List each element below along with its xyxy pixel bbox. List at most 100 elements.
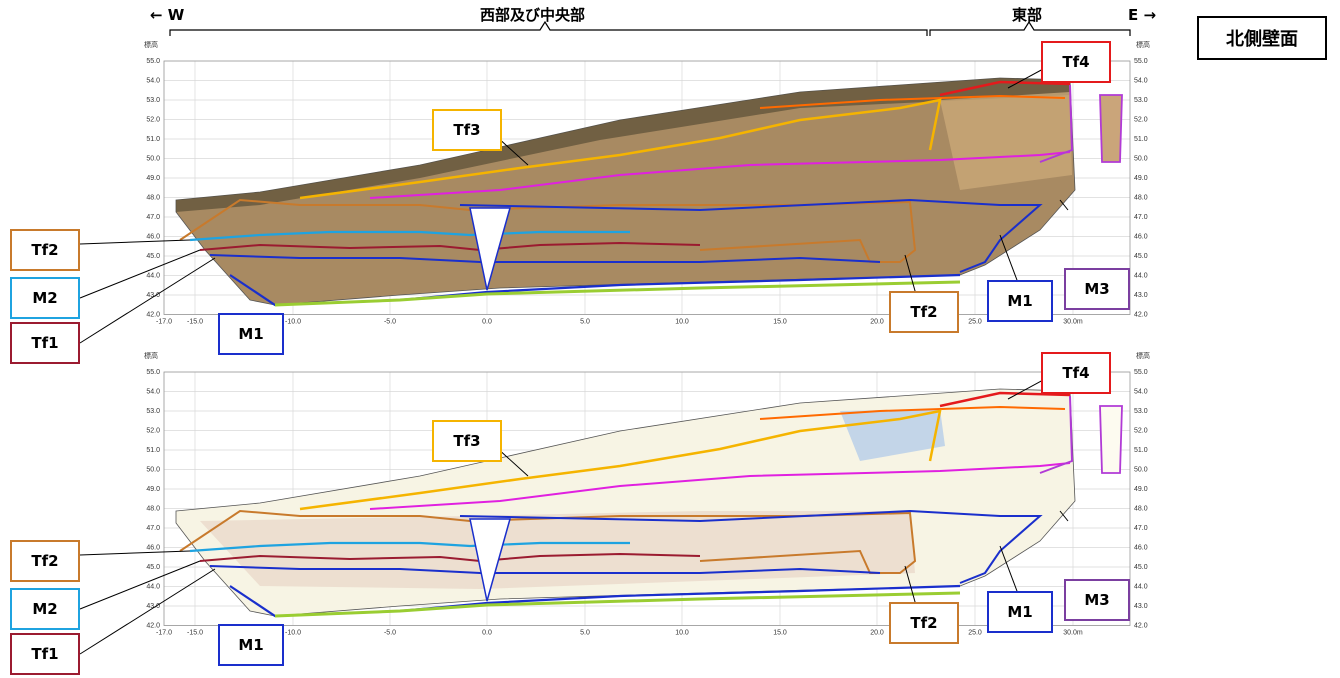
west-brace [169, 20, 928, 36]
y-tick-label-left: 44.0 [146, 584, 160, 591]
leader-line [999, 234, 1021, 289]
y-tick-label-right: 48.0 [1134, 506, 1148, 513]
y-tick-label-left: 43.0 [146, 292, 160, 299]
y-tick-label-right: 55.0 [1134, 369, 1148, 376]
y-tick-label-right: 44.0 [1134, 584, 1148, 591]
x-tick-label: 20.0 [870, 630, 884, 637]
x-tick-label: 0.0 [482, 319, 492, 326]
y-tick-label-left: 43.0 [146, 603, 160, 610]
label-m3: M3 [1064, 268, 1130, 310]
east-arrow-label: E → [1128, 6, 1157, 24]
y-tick-label-left: 51.0 [146, 136, 160, 143]
tf4-line [939, 391, 1071, 408]
y-tick-label-right: 42.0 [1134, 312, 1148, 319]
x-tick-label: -17.0 [156, 319, 172, 326]
label-m2: M2 [10, 277, 80, 319]
y-tick-label-right: 45.0 [1134, 253, 1148, 260]
y-tick-label-left: 42.0 [146, 312, 160, 319]
m2-line [189, 230, 630, 242]
plot-frame [163, 371, 1131, 626]
base-green-line [274, 591, 961, 618]
y-tick-label-left: 45.0 [146, 253, 160, 260]
m3-line [369, 462, 1071, 510]
x-tick-label: 5.0 [580, 319, 590, 326]
label-tf3: Tf3 [432, 109, 502, 151]
y-unit-label-left: 標高 [144, 40, 158, 49]
y-tick-label-right: 52.0 [1134, 428, 1148, 435]
y-tick-label-left: 48.0 [146, 506, 160, 513]
m3-pillar [1099, 405, 1123, 474]
tf1-line [199, 552, 701, 563]
m3-east-line [1039, 84, 1074, 163]
y-tick-label-left: 55.0 [146, 369, 160, 376]
y-tick-label-right: 43.0 [1134, 603, 1148, 610]
plot-frame [163, 60, 1131, 315]
y-tick-label-left: 49.0 [146, 486, 160, 493]
m1-upper-line [209, 565, 881, 574]
y-tick-label-left: 52.0 [146, 117, 160, 124]
x-tick-label: 15.0 [773, 319, 787, 326]
y-tick-label-right: 50.0 [1134, 467, 1148, 474]
y-tick-label-right: 48.0 [1134, 195, 1148, 202]
y-tick-label-right: 55.0 [1134, 58, 1148, 65]
x-tick-label: -10.0 [285, 319, 301, 326]
x-tick-label: -10.0 [285, 630, 301, 637]
central-trench [469, 207, 511, 291]
y-tick-label-left: 46.0 [146, 545, 160, 552]
central-trench [469, 518, 511, 602]
label-tf4: Tf4 [1041, 352, 1111, 394]
x-tick-label: -5.0 [384, 319, 396, 326]
y-tick-label-left: 42.0 [146, 623, 160, 630]
y-tick-label-left: 47.0 [146, 525, 160, 532]
y-tick-label-left: 53.0 [146, 97, 160, 104]
x-tick-label: -15.0 [187, 319, 203, 326]
y-tick-label-left: 44.0 [146, 273, 160, 280]
leader-line [1007, 67, 1046, 89]
y-tick-label-right: 50.0 [1134, 156, 1148, 163]
label-m1-right: M1 [987, 280, 1053, 322]
y-tick-label-right: 49.0 [1134, 175, 1148, 182]
label-tf2-left: Tf2 [10, 540, 80, 582]
y-tick-label-right: 46.0 [1134, 545, 1148, 552]
y-tick-label-left: 50.0 [146, 467, 160, 474]
m3-pillar [1099, 94, 1123, 163]
label-m1-left: M1 [218, 624, 284, 666]
leader-line [79, 257, 216, 344]
east-wall-face [940, 92, 1072, 190]
west-arrow-label: ← W [150, 6, 185, 24]
leader-line [1059, 510, 1069, 522]
x-tick-label: 30.0m [1063, 630, 1083, 637]
y-unit-label-left: 標高 [144, 351, 158, 360]
y-tick-label-left: 53.0 [146, 408, 160, 415]
tf1-line [199, 241, 701, 252]
label-tf4: Tf4 [1041, 41, 1111, 83]
m1-right-line [459, 198, 1043, 273]
y-tick-label-left: 48.0 [146, 195, 160, 202]
leader-line [79, 568, 216, 655]
y-tick-label-right: 42.0 [1134, 623, 1148, 630]
y-tick-label-right: 54.0 [1134, 389, 1148, 396]
y-tick-label-right: 52.0 [1134, 117, 1148, 124]
y-tick-label-left: 52.0 [146, 428, 160, 435]
leader-line [79, 560, 201, 610]
tf4-lower-line [759, 94, 1066, 109]
leader-line [904, 565, 918, 610]
base-green-line [274, 280, 961, 307]
east-label: 東部 [1012, 6, 1043, 24]
y-tick-label-left: 54.0 [146, 78, 160, 85]
x-tick-label: -5.0 [384, 630, 396, 637]
m3-east-line [1039, 395, 1074, 474]
y-unit-label-right: 標高 [1136, 40, 1150, 49]
x-tick-label: 25.0 [968, 319, 982, 326]
tf4-line [939, 80, 1071, 97]
panel-photo: 55.0 55.0 54.0 54.0 53.0 53.0 52.0 52.0 51.0 51.0… [79, 40, 1150, 344]
y-tick-label-left: 50.0 [146, 156, 160, 163]
m1-upper-line [209, 254, 881, 263]
vegetation-top [176, 78, 1070, 212]
y-tick-label-right: 47.0 [1134, 525, 1148, 532]
y-tick-label-right: 46.0 [1134, 234, 1148, 241]
label-tf2-left: Tf2 [10, 229, 80, 271]
west-central-label: 西部及び中央部 [480, 6, 586, 24]
y-tick-label-left: 47.0 [146, 214, 160, 221]
